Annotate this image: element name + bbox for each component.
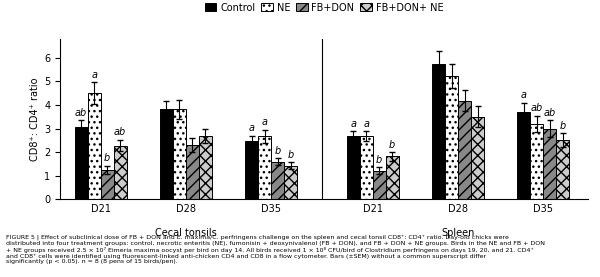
Bar	[186, 145, 199, 199]
Bar	[101, 170, 113, 199]
Bar	[74, 127, 88, 199]
Text: a: a	[350, 119, 356, 129]
Bar	[530, 124, 544, 199]
Text: ab: ab	[75, 108, 87, 118]
Bar	[199, 136, 212, 199]
Legend: Control, NE, FB+DON, FB+DON+ NE: Control, NE, FB+DON, FB+DON+ NE	[200, 0, 448, 16]
Bar	[113, 146, 127, 199]
Bar	[544, 129, 556, 199]
Text: b: b	[104, 153, 110, 163]
Text: a: a	[363, 119, 369, 129]
Bar	[160, 109, 173, 199]
Text: a: a	[249, 123, 255, 133]
Text: a: a	[262, 117, 268, 127]
Text: b: b	[376, 155, 382, 165]
Bar	[360, 136, 373, 199]
Bar	[517, 112, 530, 199]
Bar	[258, 136, 271, 199]
Text: FIGURE 5 | Effect of subclinical dose of FB + DON and E. maxima/C. perfringens c: FIGURE 5 | Effect of subclinical dose of…	[6, 234, 545, 265]
Text: b: b	[275, 146, 281, 156]
Text: Spleen: Spleen	[442, 228, 475, 238]
Bar	[271, 162, 284, 199]
Text: ab: ab	[114, 127, 126, 137]
Text: a: a	[521, 90, 527, 100]
Bar	[173, 109, 186, 199]
Bar	[432, 64, 445, 199]
Text: b: b	[287, 150, 294, 160]
Text: b: b	[560, 121, 566, 131]
Bar	[445, 76, 458, 199]
Bar	[556, 140, 569, 199]
Bar	[458, 101, 471, 199]
Bar	[88, 93, 101, 199]
Text: ab: ab	[544, 108, 556, 118]
Bar	[245, 141, 258, 199]
Y-axis label: CD8⁺: CD4⁺ ratio: CD8⁺: CD4⁺ ratio	[30, 77, 40, 161]
Bar	[284, 166, 297, 199]
Bar	[373, 171, 386, 199]
Text: ab: ab	[530, 103, 543, 113]
Bar	[347, 136, 360, 199]
Text: b: b	[389, 140, 395, 150]
Text: Cecal tonsils: Cecal tonsils	[155, 228, 217, 238]
Bar	[386, 157, 399, 199]
Text: a: a	[91, 70, 97, 80]
Bar	[471, 117, 484, 199]
